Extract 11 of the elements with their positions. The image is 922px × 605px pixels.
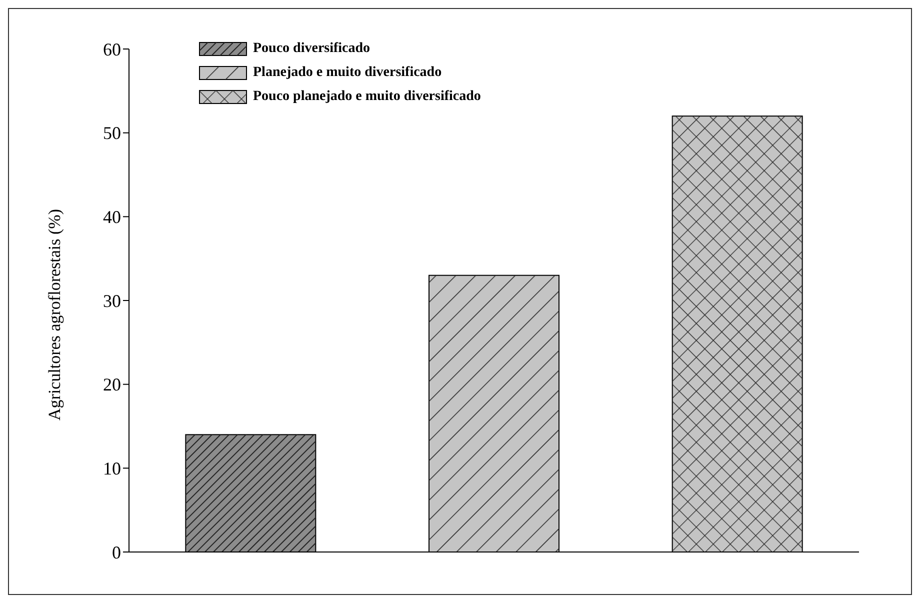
legend-label: Planejado e muito diversificado (253, 65, 442, 81)
y-tick-label: 20 (103, 374, 121, 395)
y-tick-label: 60 (103, 39, 121, 60)
legend-label: Pouco diversificado (253, 41, 370, 57)
y-tick-label: 0 (112, 542, 121, 562)
y-axis-title: Agricultores agroflorestais (%) (45, 209, 64, 420)
y-tick-label: 30 (103, 290, 121, 311)
y-tick-label: 50 (103, 123, 121, 144)
y-tick-label: 10 (103, 458, 121, 479)
legend-label: Pouco planejado e muito diversificado (253, 89, 481, 105)
y-tick-label: 40 (103, 207, 121, 228)
